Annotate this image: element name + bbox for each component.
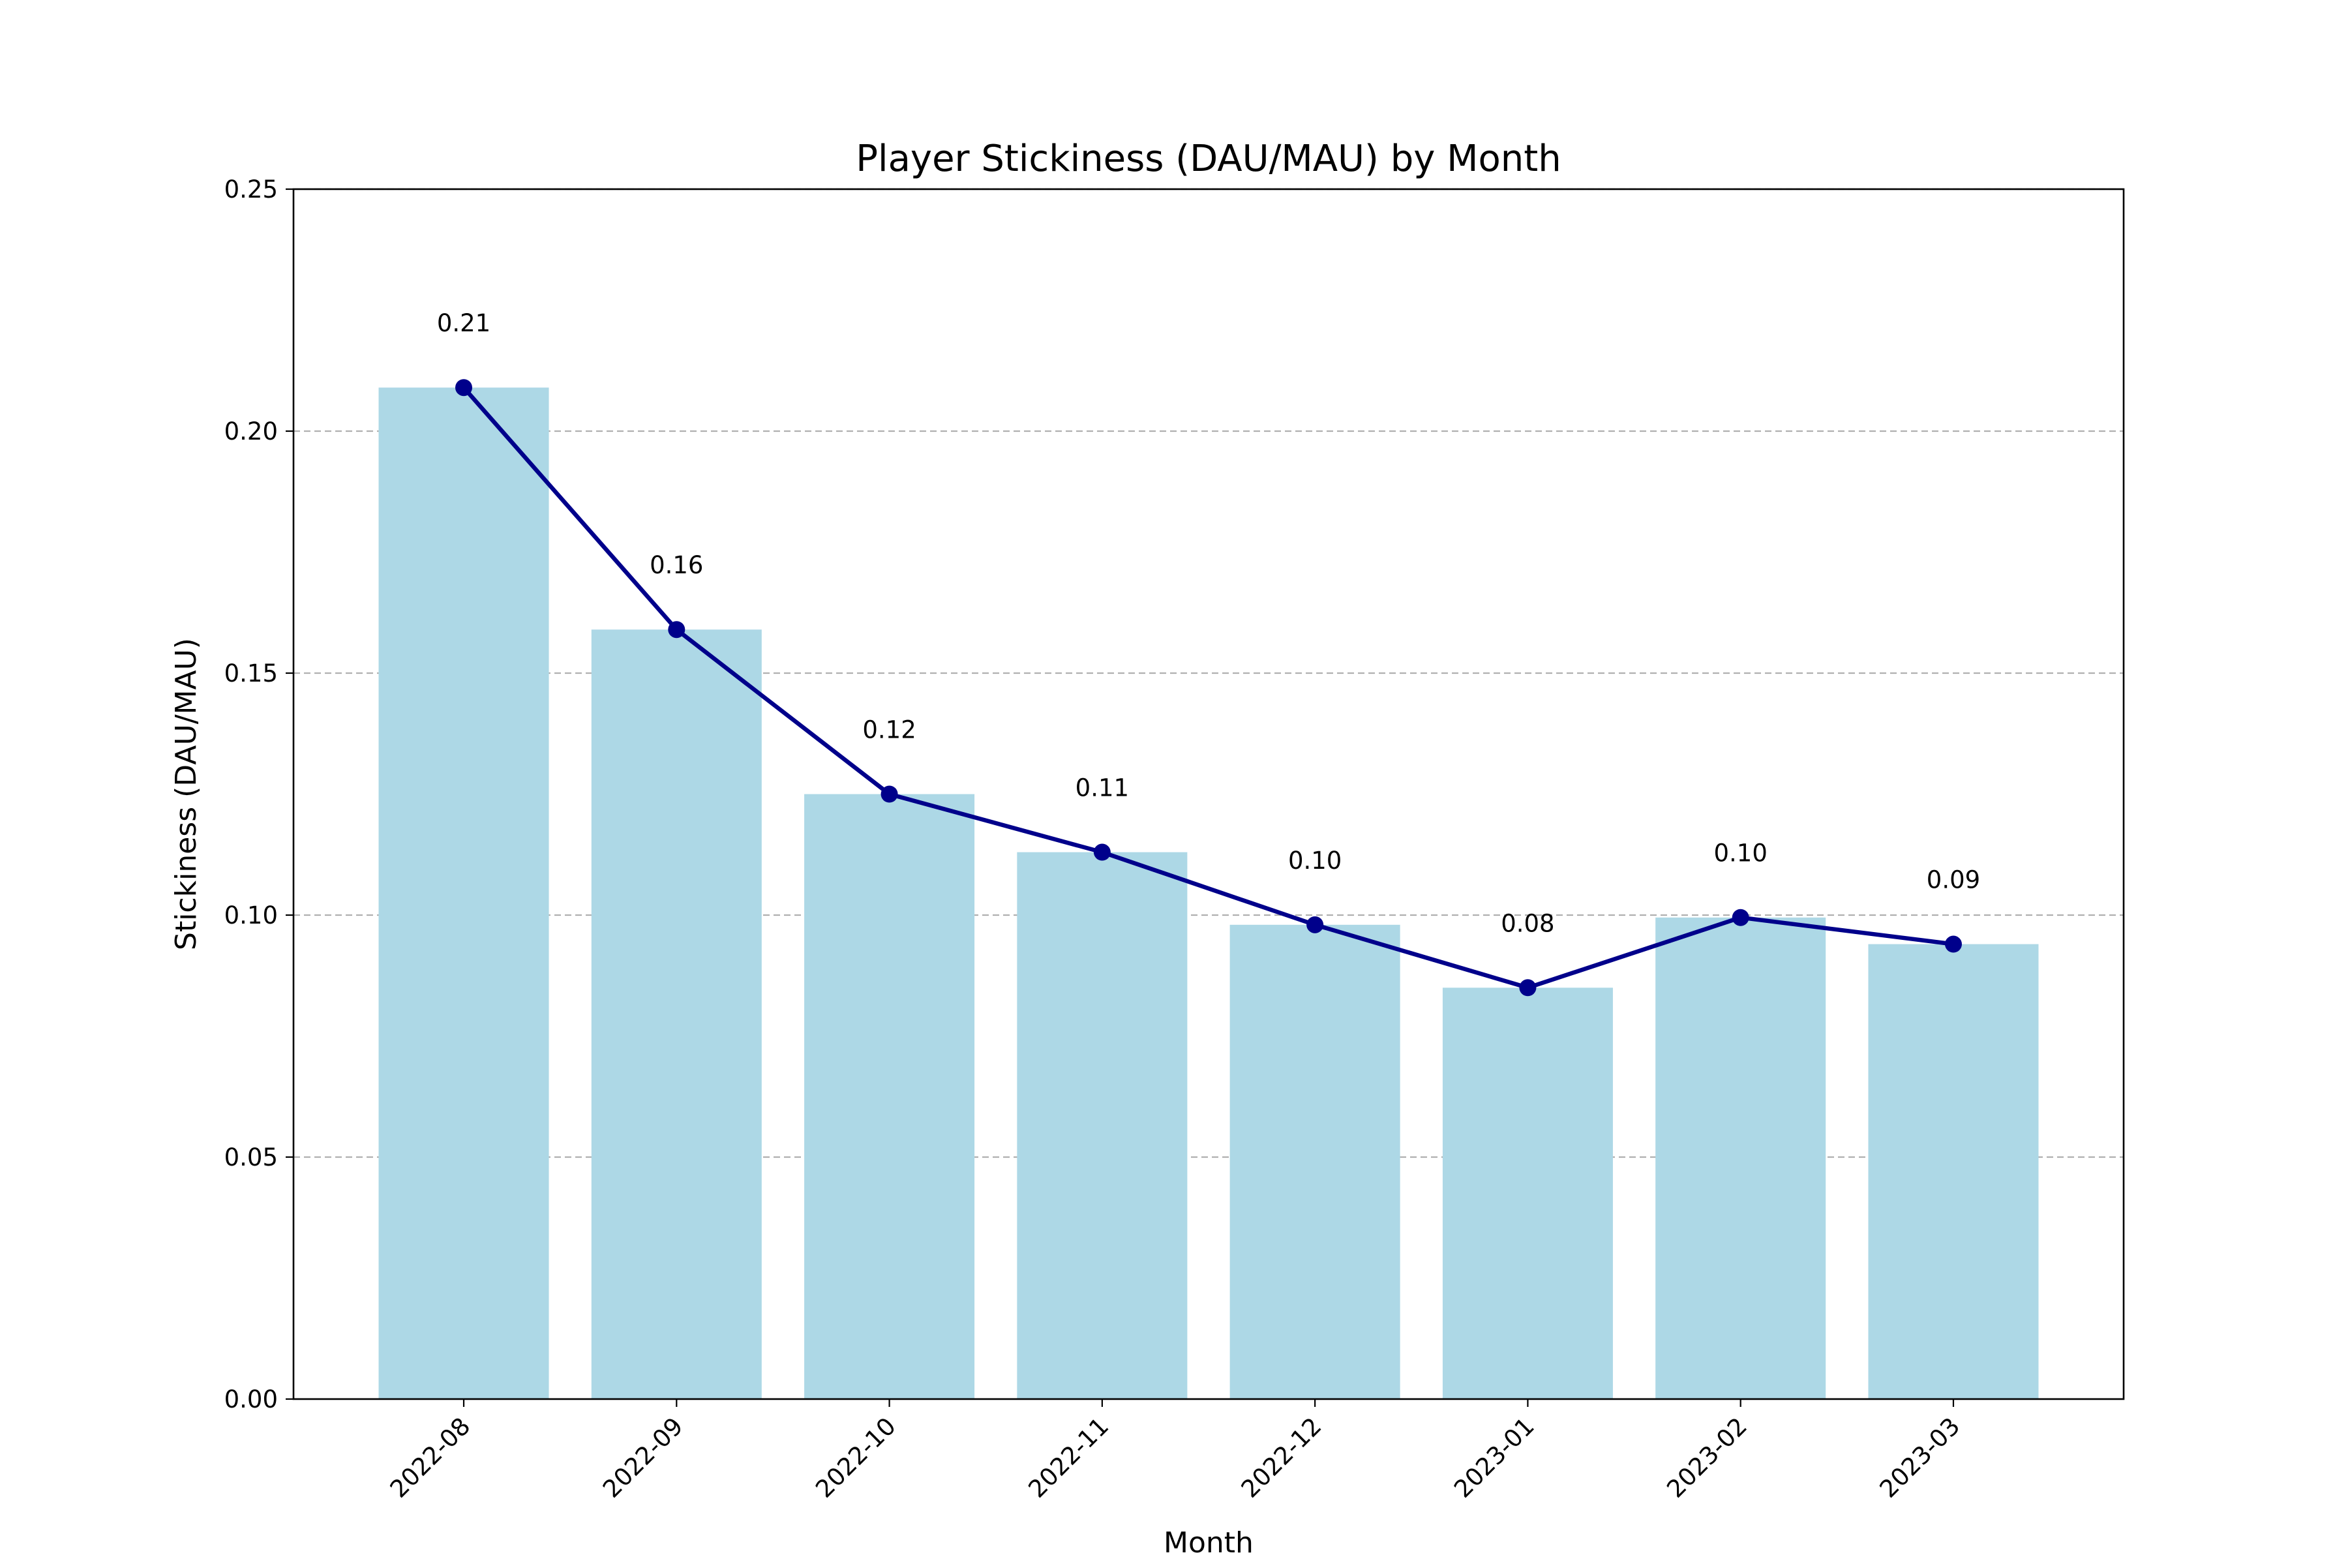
- point-2023-01: [1519, 979, 1537, 997]
- data-label-layer: 0.21 0.16 0.12 0.11 0.10 0.08 0.10 0.09: [437, 309, 1980, 937]
- plot-frame: [292, 188, 2125, 1400]
- trend-line: [462, 386, 1954, 990]
- y-tick-label: 0.15: [224, 659, 278, 687]
- point-2022-10: [880, 785, 898, 803]
- bar-2023-03: [1868, 944, 2039, 1399]
- bar-2022-10: [804, 794, 975, 1399]
- data-label-2022-08: 0.21: [437, 309, 490, 337]
- y-axis-ticks: 0.00 0.05 0.10 0.15 0.20 0.25: [224, 175, 294, 1413]
- bar-2023-02: [1655, 917, 1826, 1399]
- point-2022-11: [1093, 843, 1111, 861]
- bar-2022-09: [591, 629, 762, 1399]
- bar-2022-08: [378, 387, 549, 1399]
- y-axis-title: Stickiness (DAU/MAU): [170, 638, 203, 950]
- data-label-2022-09: 0.16: [650, 551, 703, 579]
- data-label-2022-10: 0.12: [862, 716, 916, 744]
- point-2022-08: [455, 379, 473, 397]
- data-label-2022-11: 0.11: [1076, 774, 1129, 802]
- y-tick-label: 0.25: [224, 175, 278, 204]
- chart-title: Player Stickiness (DAU/MAU) by Month: [856, 138, 1561, 180]
- point-2022-09: [668, 621, 685, 639]
- marker-layer: [455, 379, 1962, 997]
- y-tick-label: 0.05: [224, 1143, 278, 1171]
- bar-layer: [378, 387, 2039, 1399]
- x-axis-title: Month: [1164, 1526, 1254, 1560]
- data-label-2023-02: 0.10: [1714, 839, 1768, 867]
- y-tick-label: 0.00: [224, 1385, 278, 1413]
- bar-2022-12: [1229, 924, 1400, 1399]
- data-label-2023-03: 0.09: [1927, 866, 1980, 894]
- point-2023-02: [1732, 909, 1749, 926]
- bar-2023-01: [1442, 988, 1613, 1399]
- data-label-2022-12: 0.10: [1288, 847, 1342, 875]
- data-label-2023-01: 0.08: [1501, 909, 1554, 937]
- y-tick-label: 0.20: [224, 417, 278, 445]
- point-2023-03: [1944, 935, 1962, 953]
- bar-2022-11: [1017, 852, 1188, 1399]
- line-layer: [462, 386, 1954, 990]
- y-tick-label: 0.10: [224, 901, 278, 929]
- point-2022-12: [1306, 916, 1324, 933]
